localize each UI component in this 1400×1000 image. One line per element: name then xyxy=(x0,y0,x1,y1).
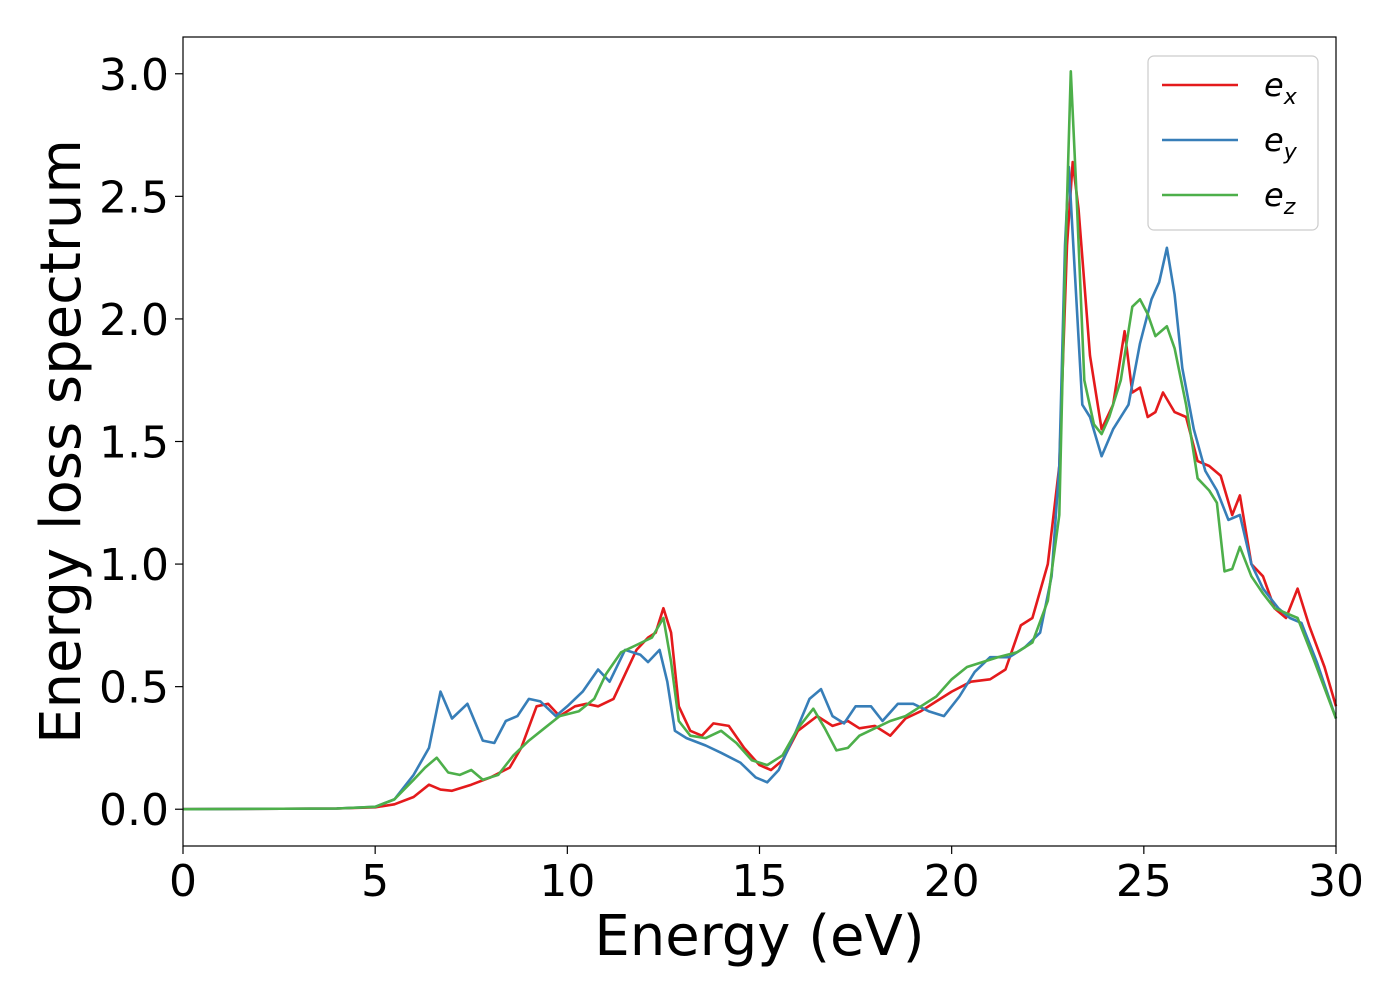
y-tick-label: 2.5 xyxy=(99,172,169,223)
x-tick-label: 25 xyxy=(1116,856,1172,907)
legend-label-e-z: ez xyxy=(1264,176,1296,220)
x-tick-label: 15 xyxy=(732,856,788,907)
x-tick-label: 10 xyxy=(539,856,595,907)
x-tick-label: 30 xyxy=(1308,856,1364,907)
series-line-e-z xyxy=(182,70,1338,811)
ticks-layer: 0 5 10 15 20 25 30 0.0 0.5 1.0 1.5 2.0 2.5 3.0 xyxy=(99,50,1364,907)
series-line-e-y xyxy=(182,165,1338,811)
y-tick-label: 0.0 xyxy=(99,785,169,836)
y-tick-label: 0.5 xyxy=(99,663,169,714)
x-axis-label: Energy (eV) xyxy=(594,904,924,969)
y-tick-label: 1.5 xyxy=(99,418,169,469)
x-tick-label: 5 xyxy=(361,856,389,907)
y-tick-label: 3.0 xyxy=(99,50,169,101)
series-line-e-x xyxy=(182,160,1338,811)
x-tick-label: 0 xyxy=(169,856,197,907)
y-axis-label: Energy loss spectrum xyxy=(29,139,94,744)
x-tick-label: 20 xyxy=(924,856,980,907)
y-tick-label: 2.0 xyxy=(99,295,169,346)
legend-label-e-y: ey xyxy=(1264,121,1298,165)
series-layer xyxy=(182,70,1338,811)
legend: ex ey ez xyxy=(1147,55,1319,231)
legend-label-e-x: ex xyxy=(1264,66,1298,110)
legend-box xyxy=(1147,55,1319,231)
y-tick-label: 1.0 xyxy=(99,540,169,591)
